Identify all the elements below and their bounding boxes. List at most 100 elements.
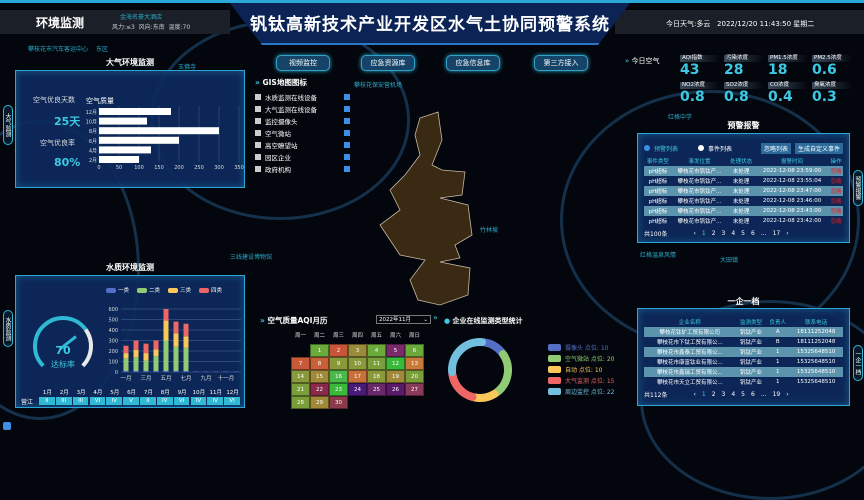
table-row[interactable]: pH超标 攀枝花市钒钛产... 未处理 2022-12-08 23:55:04 忽略 (644, 176, 843, 186)
page-button[interactable]: 1 (701, 230, 706, 237)
month-select[interactable]: 2022年11月 ⌄ (376, 315, 431, 324)
calendar-day[interactable]: 7 (291, 357, 310, 370)
legend-item[interactable]: 三类 (168, 286, 191, 294)
calendar-day[interactable]: 18 (367, 370, 386, 383)
calendar-day[interactable]: 9 (329, 357, 348, 370)
tab-water-monitor[interactable]: 水质监测 (3, 310, 13, 347)
layer-checkbox[interactable] (344, 118, 350, 124)
layer-checkbox[interactable] (344, 166, 350, 172)
calendar-day[interactable]: 3 (348, 344, 367, 357)
table-row[interactable]: 攀枝花市下钛工贸有限公... 钒钛产业 B 18111252048 (644, 337, 843, 347)
ignore-link[interactable]: 忽略 (830, 179, 842, 185)
legend-item[interactable]: 二类 (137, 286, 160, 294)
calendar-day[interactable]: 29 (310, 396, 329, 409)
calendar-day[interactable]: 17 (348, 370, 367, 383)
emergency-resource-button[interactable]: 应急资源库 (361, 55, 415, 71)
donut-slice[interactable] (480, 338, 506, 357)
calendar-day[interactable]: 5 (386, 344, 405, 357)
table-row[interactable]: 攀枝花市鑫泰工贸有限公... 钒钛产业 1 15325648510 (644, 347, 843, 357)
page-button[interactable]: 3 (721, 391, 726, 398)
layer-checkbox[interactable] (344, 130, 350, 136)
ignore-list-button[interactable]: 忽略列表 (760, 142, 791, 154)
page-button[interactable]: 6 (751, 230, 755, 237)
page-button[interactable]: 17 (772, 230, 781, 237)
layer-checkbox[interactable] (344, 106, 350, 112)
page-button[interactable]: 4 (731, 391, 736, 398)
table-row[interactable]: pH超标 攀枝花市钒钛产... 未处理 2022-12-08 23:43:00 忽略 (644, 206, 843, 216)
ignore-link[interactable]: 忽略 (830, 199, 842, 205)
calendar-day[interactable]: 12 (386, 357, 405, 370)
app-icon[interactable] (3, 422, 11, 430)
calendar-day[interactable]: 2 (329, 344, 348, 357)
gis-layer-item[interactable]: 水质监测在线设备 (255, 91, 350, 103)
page-button[interactable]: 4 (731, 230, 736, 237)
next-page-button[interactable]: › (786, 230, 789, 237)
calendar-day[interactable]: 23 (329, 383, 348, 396)
table-row[interactable]: pH超标 攀枝花市钒钛产... 未处理 2022-12-08 23:42:00 忽略 (644, 216, 843, 226)
tab-enterprise[interactable]: 一企一档 (853, 345, 863, 381)
calendar-day[interactable]: 30 (329, 396, 348, 409)
table-row[interactable]: 攀枝花钛矿工贸有限公司 钒钛产业 A 18111252048 (644, 327, 843, 337)
calendar-day[interactable]: 4 (367, 344, 386, 357)
ignore-link[interactable]: 忽略 (830, 219, 842, 225)
layer-checkbox[interactable] (344, 142, 350, 148)
donut-slice[interactable] (448, 370, 477, 401)
page-button[interactable]: 2 (711, 391, 716, 398)
donut-slice[interactable] (448, 338, 486, 377)
next-page-button[interactable]: › (786, 391, 789, 398)
legend-item[interactable]: 一类 (106, 286, 129, 294)
donut-slice[interactable] (470, 389, 499, 402)
radio-alarm-list[interactable] (644, 145, 650, 151)
page-button[interactable]: ... (760, 391, 767, 398)
calendar-day[interactable]: 28 (291, 396, 310, 409)
calendar-day[interactable]: 21 (291, 383, 310, 396)
donut-slice[interactable] (492, 350, 512, 397)
calendar-day[interactable]: 22 (310, 383, 329, 396)
legend-item[interactable]: 四类 (199, 286, 222, 294)
page-button[interactable]: 5 (741, 391, 745, 398)
calendar-day[interactable]: 25 (367, 383, 386, 396)
legend-item[interactable]: 空气微站 点位: 20 (548, 353, 614, 364)
table-row[interactable]: 攀枝花市鑫瑞工贸有限公... 钒钛产业 1 15325648510 (644, 367, 843, 377)
gis-layer-item[interactable]: 园区企业 (255, 151, 350, 163)
video-monitor-button[interactable]: 视频监控 (276, 55, 330, 71)
calendar-day[interactable]: 20 (405, 370, 424, 383)
tab-air-monitor[interactable]: 大气监测 (3, 105, 13, 145)
calendar-day[interactable]: 1 (310, 344, 329, 357)
table-row[interactable]: pH超标 攀枝花市钒钛产... 未处理 2022-12-08 23:47:00 忽略 (644, 186, 843, 196)
prev-page-button[interactable]: ‹ (693, 230, 696, 237)
calendar-day[interactable]: 16 (329, 370, 348, 383)
layer-checkbox[interactable] (344, 154, 350, 160)
gis-layer-item[interactable]: 监控摄像头 (255, 115, 350, 127)
radio-event-list[interactable] (698, 145, 705, 151)
calendar-day[interactable]: 19 (386, 370, 405, 383)
prev-page-button[interactable]: ‹ (693, 391, 696, 398)
legend-item[interactable]: 摄像头 点位: 10 (548, 342, 614, 353)
legend-item[interactable]: 周边监控 点位: 22 (548, 386, 614, 397)
calendar-day[interactable]: 15 (310, 370, 329, 383)
calendar-day[interactable]: 6 (405, 344, 424, 357)
page-button[interactable]: 1 (701, 391, 706, 398)
emergency-info-button[interactable]: 应急信息库 (446, 55, 500, 71)
page-button[interactable]: 6 (751, 391, 755, 398)
table-row[interactable]: 攀枝花市天立工贸有限公... 钒钛产业 1 15325648510 (644, 377, 843, 387)
legend-item[interactable]: 大气监测 点位: 15 (548, 375, 614, 386)
gis-layer-item[interactable]: 空气微站 (255, 127, 350, 139)
ignore-link[interactable]: 忽略 (829, 206, 843, 216)
gis-layer-item[interactable]: 大气监测在线设备 (255, 103, 350, 115)
create-event-button[interactable]: 生成自定义事件 (794, 142, 843, 154)
ignore-link[interactable]: 忽略 (829, 166, 843, 176)
page-button[interactable]: 3 (721, 230, 726, 237)
page-button[interactable]: 2 (711, 230, 716, 237)
layer-checkbox[interactable] (344, 94, 350, 100)
calendar-day[interactable]: 14 (291, 370, 310, 383)
gis-layer-item[interactable]: 高空瞭望站 (255, 139, 350, 151)
page-button[interactable]: 5 (741, 230, 745, 237)
gis-layer-item[interactable]: 政府机构 (255, 163, 350, 175)
ignore-link[interactable]: 忽略 (829, 186, 843, 196)
page-button[interactable]: ... (760, 230, 767, 237)
table-row[interactable]: pH超标 攀枝花市钒钛产... 未处理 2022-12-08 23:46:00 忽略 (644, 196, 843, 206)
district-boundary[interactable] (370, 110, 480, 310)
calendar-day[interactable]: 8 (310, 357, 329, 370)
legend-item[interactable]: 自动 点位: 10 (548, 364, 614, 375)
